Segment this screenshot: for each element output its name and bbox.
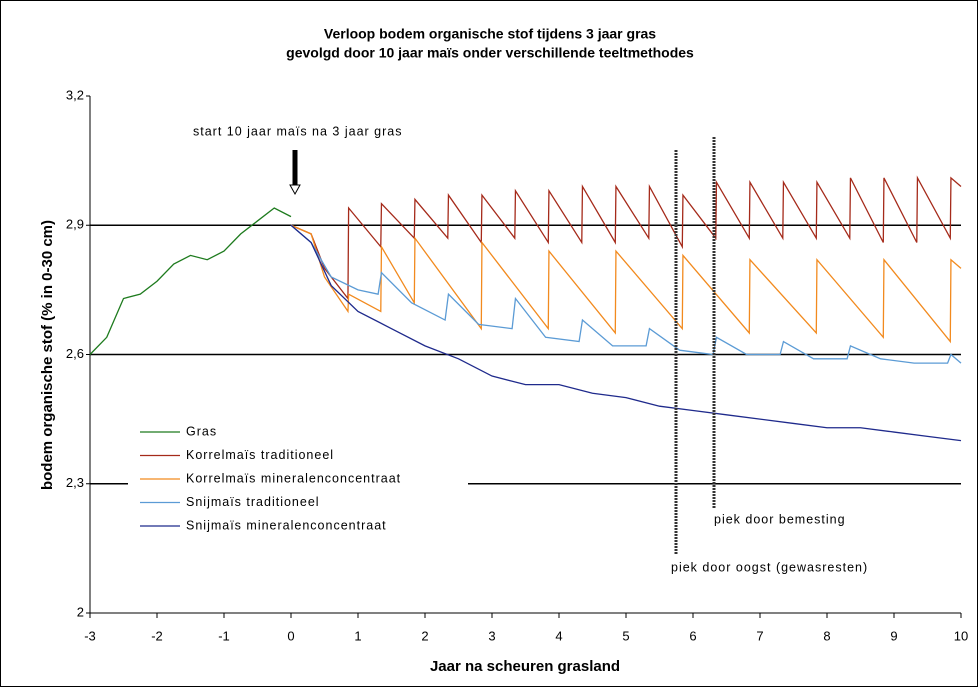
chart-title: Verloop bodem organische stof tijdens 3 … (324, 26, 656, 42)
x-tick-label: -3 (84, 628, 96, 643)
x-tick-label: 3 (488, 628, 495, 643)
legend-label: Snijmaïs traditioneel (186, 495, 320, 509)
x-axis-title: Jaar na scheuren grasland (430, 658, 620, 675)
y-axis-title: bodem organische stof (% in 0-30 cm) (39, 220, 56, 490)
legend-label: Gras (186, 424, 217, 438)
legend-label: Korrelmaïs traditioneel (186, 448, 334, 462)
chart-title: gevolgd door 10 jaar maïs onder verschil… (286, 45, 694, 61)
y-tick-label: 2 (77, 604, 84, 619)
series-line (290, 224, 962, 364)
x-tick-label: -1 (218, 628, 230, 643)
x-tick-label: 10 (954, 628, 968, 643)
legend-label: Snijmaïs mineralenconcentraat (186, 518, 387, 532)
x-tick-label: 2 (421, 628, 428, 643)
x-tick-label: 1 (354, 628, 361, 643)
plot-lines (89, 175, 962, 442)
annotation: piek door oogst (gewasresten) (671, 560, 868, 574)
x-tick-label: 8 (823, 628, 830, 643)
x-tick-label: 6 (689, 628, 696, 643)
x-tick-label: 7 (756, 628, 763, 643)
series-line (290, 224, 962, 442)
legend-label: Korrelmaïs mineralenconcentraat (186, 471, 401, 485)
y-tick-label: 3,2 (66, 87, 84, 102)
x-tick-label: 5 (622, 628, 629, 643)
series-line (89, 207, 292, 355)
x-tick-label: 4 (555, 628, 562, 643)
legend-box (128, 418, 468, 546)
series-line (290, 224, 962, 344)
series-line (290, 175, 962, 301)
annotation: piek door bemesting (714, 512, 846, 526)
y-tick-label: 2,9 (66, 217, 84, 232)
arrow-head (289, 184, 301, 196)
x-tick-label: 9 (890, 628, 897, 643)
x-tick-label: -2 (151, 628, 163, 643)
y-tick-label: 2,3 (66, 475, 84, 490)
x-tick-label: 0 (287, 628, 294, 643)
annotations: start 10 jaar maïs na 3 jaar gras piek d… (193, 124, 868, 574)
annotation: start 10 jaar maïs na 3 jaar gras (193, 124, 402, 138)
y-tick-label: 2,6 (66, 346, 84, 361)
